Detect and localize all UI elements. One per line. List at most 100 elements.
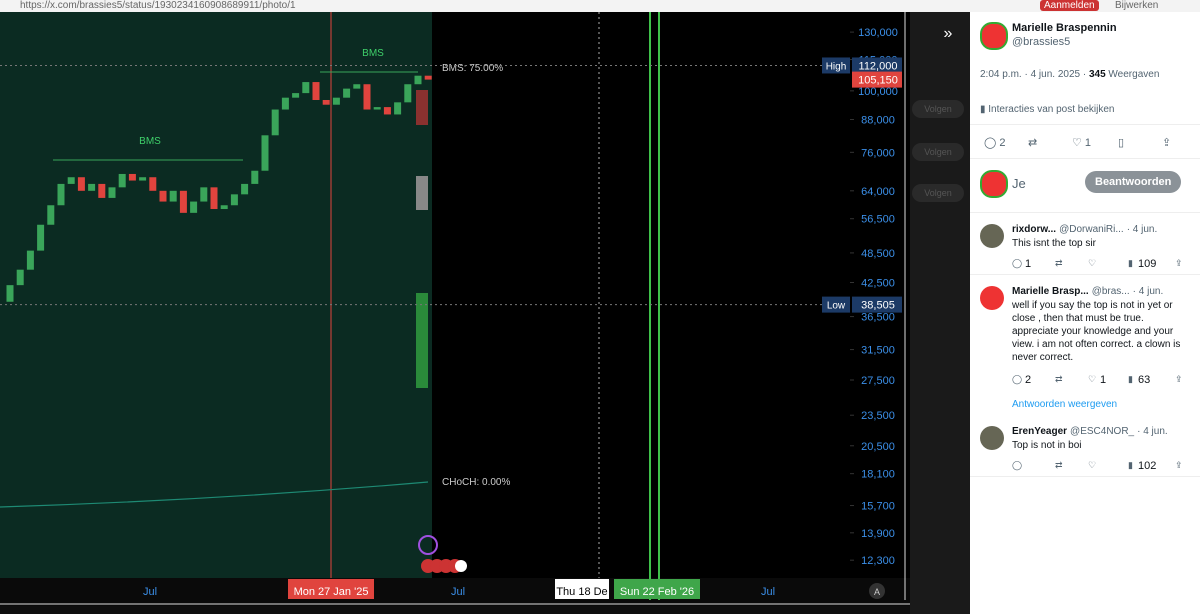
- divider: [970, 274, 1200, 275]
- candle-body: [118, 173, 126, 188]
- level-tag: [822, 57, 850, 74]
- share[interactable]: ⇪: [1162, 137, 1172, 149]
- reply-handle: @bras...: [1091, 286, 1130, 297]
- level-box: [852, 71, 902, 88]
- candle-body: [6, 285, 14, 302]
- flags: [421, 559, 467, 573]
- follow-button: Volgen: [912, 100, 964, 118]
- y-tick-label: 42,500: [861, 277, 895, 289]
- choch-text: CHoCH: 0.00%: [442, 477, 510, 488]
- candle-body: [179, 190, 187, 213]
- reply-input[interactable]: Je: [1012, 176, 1026, 191]
- level-label: 112,000: [859, 60, 898, 72]
- reply-header: ErenYeager @ESC4NOR_ · 4 jun.: [1012, 426, 1198, 437]
- x-tick-label: Jul: [143, 586, 157, 598]
- author-name[interactable]: Marielle Braspennin: [1012, 22, 1117, 34]
- candle-body: [363, 84, 371, 110]
- reply-count[interactable]: ◯ 2: [984, 137, 1006, 149]
- reply-icon[interactable]: ♡: [1088, 374, 1097, 384]
- candle-body: [47, 205, 55, 225]
- auto-button[interactable]: [869, 583, 885, 599]
- views-label: Weergaven: [1105, 69, 1160, 80]
- reply-icon[interactable]: ♡: [1088, 258, 1097, 268]
- zone-box: [416, 90, 428, 125]
- y-tick-label: 88,000: [861, 114, 895, 126]
- reply-text: well if you say the top is not in yet or…: [1012, 300, 1181, 363]
- reply-icon[interactable]: ♡: [1088, 460, 1097, 470]
- y-tick-label: 12,300: [861, 555, 895, 567]
- y-tick-label: 76,000: [861, 147, 895, 159]
- candle-body: [241, 183, 249, 195]
- reply-icon[interactable]: ◯: [1012, 258, 1023, 268]
- reply-header: rixdorw... @DorwaniRi... · 4 jun.: [1012, 224, 1198, 235]
- y-tick-label: 13,900: [861, 528, 895, 540]
- candle-body: [322, 99, 330, 105]
- reply-icon[interactable]: ⇄: [1055, 258, 1063, 268]
- reply-date: · 4 jun.: [1132, 286, 1164, 297]
- level-label: 105,150: [858, 75, 898, 87]
- x-tick-label: Jul: [451, 586, 465, 598]
- stat: 2: [1025, 374, 1032, 386]
- candle-body: [149, 177, 157, 191]
- candle-body: [108, 187, 116, 198]
- candle-body: [26, 250, 34, 270]
- reply-icon[interactable]: ⇄: [1055, 460, 1063, 470]
- like-count[interactable]: ♡ 1: [1072, 137, 1092, 149]
- reply-icon[interactable]: ▮: [1128, 374, 1133, 384]
- avatar: [980, 426, 1004, 450]
- level-box: [852, 296, 902, 313]
- reply-icon[interactable]: ▮: [1128, 460, 1133, 470]
- reply-text: This isnt the top sir: [1012, 238, 1096, 249]
- level-name: Low: [827, 301, 846, 312]
- y-tick-label: 64,000: [861, 186, 895, 198]
- reply-icon[interactable]: ⇪: [1175, 374, 1183, 384]
- y-tick-label: 56,500: [861, 214, 895, 226]
- candle-body: [37, 224, 45, 251]
- candle-body: [159, 190, 167, 202]
- zone: [432, 12, 850, 578]
- x-label-box: [555, 579, 609, 599]
- reply-icon[interactable]: ◯: [1012, 374, 1023, 384]
- x-label-box: [288, 579, 374, 599]
- interactions[interactable]: ▮ Interacties van post bekijken: [980, 104, 1115, 115]
- reply-name: ErenYeager: [1012, 426, 1068, 437]
- choch-curve: [0, 481, 429, 508]
- candle-body: [98, 183, 106, 198]
- stat: 102: [1138, 460, 1157, 472]
- candle-body: [292, 93, 300, 98]
- x-tick-label: Mon 27 Jan '25: [294, 586, 369, 598]
- y-tick-label: 23,500: [861, 410, 895, 422]
- zone-box: [416, 176, 428, 210]
- y-tick-label: 36,500: [861, 312, 895, 324]
- reply-handle: @ESC4NOR_: [1070, 426, 1135, 437]
- candle-body: [251, 170, 259, 184]
- y-axis: [850, 12, 910, 578]
- reply-name: Marielle Brasp...: [1012, 286, 1089, 297]
- repost[interactable]: ⇄: [1028, 137, 1038, 149]
- show-replies[interactable]: Antwoorden weergeven: [1012, 399, 1118, 410]
- interactions-text: Interacties van post bekijken: [988, 104, 1115, 115]
- reply-icon[interactable]: ⇪: [1175, 460, 1183, 470]
- candle-body: [77, 177, 85, 191]
- browser-bar: https://x.com/brassies5/status/193023416…: [0, 0, 1200, 12]
- expand-icon[interactable]: »: [944, 25, 953, 42]
- reply-icon[interactable]: ⇪: [1175, 258, 1183, 268]
- author-handle[interactable]: @brassies5: [1012, 36, 1071, 48]
- sign-in[interactable]: Aanmelden: [1040, 0, 1099, 11]
- reply-icon[interactable]: ⇄: [1055, 374, 1063, 384]
- level-box: [852, 57, 902, 74]
- stat: 1: [1100, 374, 1107, 386]
- candle-body: [190, 201, 198, 213]
- divider: [970, 212, 1200, 213]
- update[interactable]: Bijwerken: [1115, 0, 1159, 11]
- candle-body: [332, 97, 340, 105]
- candle-body: [424, 75, 432, 80]
- bookmark[interactable]: ▯: [1118, 137, 1125, 149]
- y-tick-label: 48,500: [861, 248, 895, 260]
- reply-icon[interactable]: ◯: [1012, 460, 1023, 470]
- reply-icon[interactable]: ▮: [1128, 258, 1133, 268]
- icon[interactable]: [418, 535, 438, 555]
- reply-button[interactable]: Beantwoorden: [1085, 171, 1182, 193]
- bms-label: BMS: [139, 136, 161, 147]
- candle-body: [343, 88, 351, 98]
